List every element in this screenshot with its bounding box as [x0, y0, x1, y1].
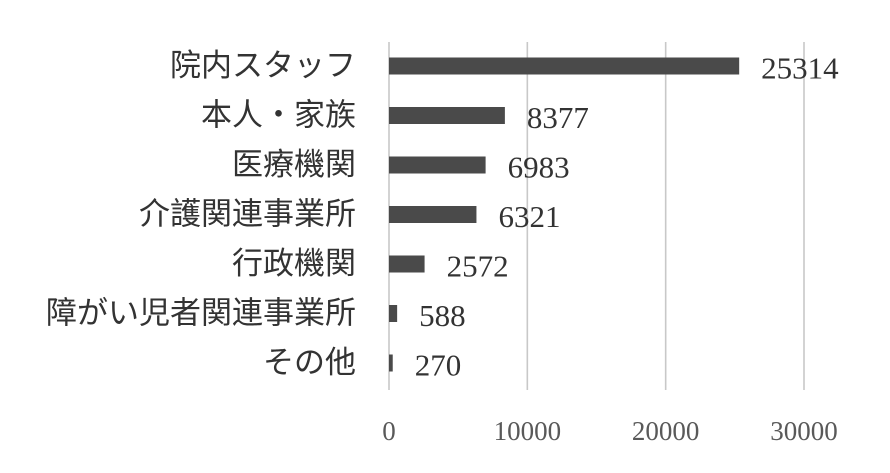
- value-label: 6321: [498, 199, 560, 234]
- bar: [389, 206, 477, 223]
- category-label: 介護関連事業所: [139, 197, 356, 233]
- x-tick-label: 0: [382, 416, 396, 446]
- x-tick-label: 30000: [770, 416, 838, 446]
- value-label: 25314: [761, 51, 839, 86]
- bar: [389, 255, 425, 273]
- x-axis-tick-labels: 0 10000 20000 30000: [382, 416, 838, 446]
- category-label: 本人・家族: [201, 98, 356, 134]
- value-labels: 25314 8377 6983 6321 2572 588 270: [415, 51, 839, 383]
- bars: [389, 57, 740, 372]
- bar: [389, 57, 740, 75]
- value-label: 2572: [447, 249, 509, 284]
- bar: [389, 107, 505, 124]
- category-label: 行政機関: [232, 246, 356, 282]
- value-label: 588: [419, 298, 466, 333]
- bar: [389, 305, 398, 322]
- category-label: 障がい児者関連事業所: [46, 296, 356, 332]
- value-label: 270: [415, 348, 462, 383]
- category-label: その他: [263, 345, 356, 381]
- x-tick-label: 20000: [632, 416, 700, 446]
- value-label: 6983: [508, 150, 570, 185]
- category-label: 医療機関: [232, 147, 356, 183]
- x-tick-label: 10000: [494, 416, 562, 446]
- value-label: 8377: [527, 100, 589, 135]
- bar: [389, 354, 393, 372]
- bar: [389, 156, 486, 174]
- category-label: 院内スタッフ: [170, 48, 356, 84]
